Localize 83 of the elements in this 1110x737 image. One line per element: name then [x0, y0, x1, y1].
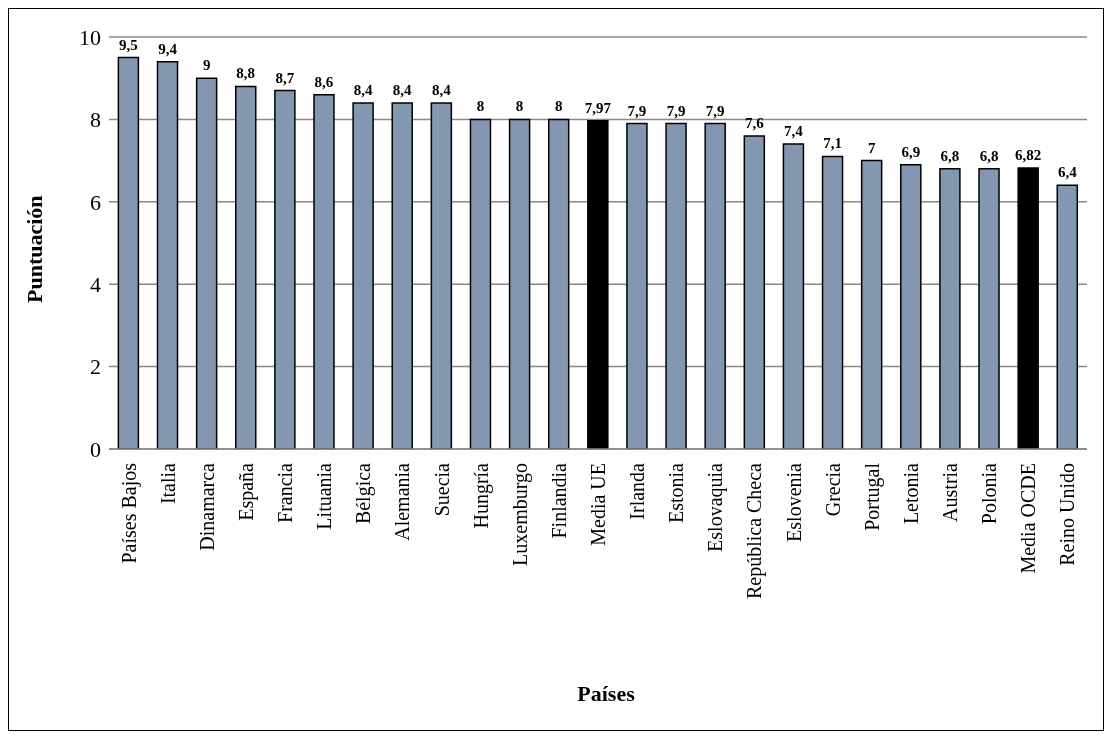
data-label: 8,4: [392, 81, 413, 98]
x-axis-title: Países: [576, 681, 636, 707]
data-label: 9,5: [119, 36, 138, 53]
x-tick-label: Luxemburgo: [508, 463, 532, 566]
data-label: 6,9: [901, 143, 921, 160]
bar: [156, 60, 179, 449]
x-tick-label: Grecia: [821, 462, 844, 517]
data-label: 9,4: [158, 40, 178, 57]
bar: [1056, 184, 1079, 449]
data-label: 8,4: [431, 81, 452, 98]
x-tick-label: Dinamarca: [195, 462, 218, 551]
bar: [547, 118, 570, 449]
bar: [508, 118, 531, 449]
x-tick-label: Países Bajos: [117, 462, 141, 564]
data-label: 7,6: [744, 114, 765, 131]
bar: [978, 168, 1000, 449]
x-tick-label: Alemania: [391, 462, 414, 541]
data-label: 8: [515, 98, 524, 115]
bar: [900, 163, 922, 449]
y-tick-label: 0: [90, 436, 101, 462]
bar: [860, 159, 883, 449]
x-tick-label: Letonia: [899, 462, 922, 525]
x-tick-label: Eslovenia: [782, 462, 805, 542]
y-axis-title: Puntuación: [21, 195, 47, 303]
bar: [391, 102, 413, 449]
x-tick-label: Media OCDE: [1017, 463, 1040, 574]
data-label: 6,8: [979, 147, 999, 164]
data-label: 7,9: [666, 102, 686, 119]
bar: [704, 122, 726, 449]
y-tick-label: 2: [90, 354, 101, 380]
bar: [1017, 167, 1039, 449]
data-label: 7,97: [584, 99, 612, 116]
bar: [117, 56, 140, 449]
data-label: 8: [554, 98, 563, 115]
x-tick-label: Francia: [274, 462, 297, 523]
x-tick-label: Reino Unido: [1056, 463, 1079, 566]
bar: [782, 143, 805, 449]
data-label: 7,4: [784, 123, 804, 140]
bar: [430, 102, 453, 449]
x-tick-label: Finlandia: [547, 462, 570, 539]
bar: [743, 135, 766, 449]
data-label: 8: [476, 98, 485, 115]
y-tick-label: 10: [79, 24, 101, 50]
bar: [235, 85, 257, 449]
data-label: 7,9: [627, 102, 647, 119]
y-tick-label: 4: [90, 272, 101, 298]
bar: [665, 122, 687, 449]
data-label: 8,7: [275, 69, 295, 86]
x-tick-label: España: [234, 462, 258, 521]
y-tick-label: 8: [90, 107, 101, 133]
y-tick-label: 6: [90, 189, 101, 215]
bar: [195, 77, 218, 449]
bar: [821, 155, 844, 449]
data-label: 6,4: [1057, 164, 1078, 181]
data-label: 8,6: [314, 73, 334, 90]
bar: [587, 119, 609, 449]
bar: [352, 102, 374, 449]
data-label: 8,4: [353, 81, 373, 98]
data-label: 6,82: [1015, 147, 1042, 164]
bar: [313, 93, 335, 449]
data-label: 7,9: [705, 102, 725, 119]
data-label: 7,1: [823, 135, 842, 152]
x-tick-label: República Checa: [743, 462, 767, 600]
x-tick-label: Suecia: [430, 462, 453, 517]
x-tick-label: Bélgica: [352, 462, 376, 525]
x-tick-label: Hungría: [469, 462, 493, 529]
x-tick-label: Italia: [156, 462, 179, 505]
x-tick-label: Austria: [939, 462, 962, 522]
bar: [939, 168, 961, 449]
data-label: 7: [867, 139, 876, 156]
x-tick-label: Media UE: [587, 463, 609, 546]
bar: [469, 118, 492, 449]
x-tick-label: Irlanda: [626, 462, 649, 520]
data-label: 9: [202, 57, 211, 74]
data-label: 8,8: [236, 65, 256, 82]
x-tick-label: Estonia: [665, 462, 688, 523]
x-tick-label: Lituania: [313, 462, 336, 530]
bar: [626, 122, 648, 449]
x-tick-label: Polonia: [978, 462, 1001, 525]
data-label: 6,8: [940, 147, 960, 164]
x-tick-label: Portugal: [860, 462, 884, 531]
bar: [274, 89, 296, 449]
x-tick-label: Eslovaquia: [704, 462, 728, 552]
